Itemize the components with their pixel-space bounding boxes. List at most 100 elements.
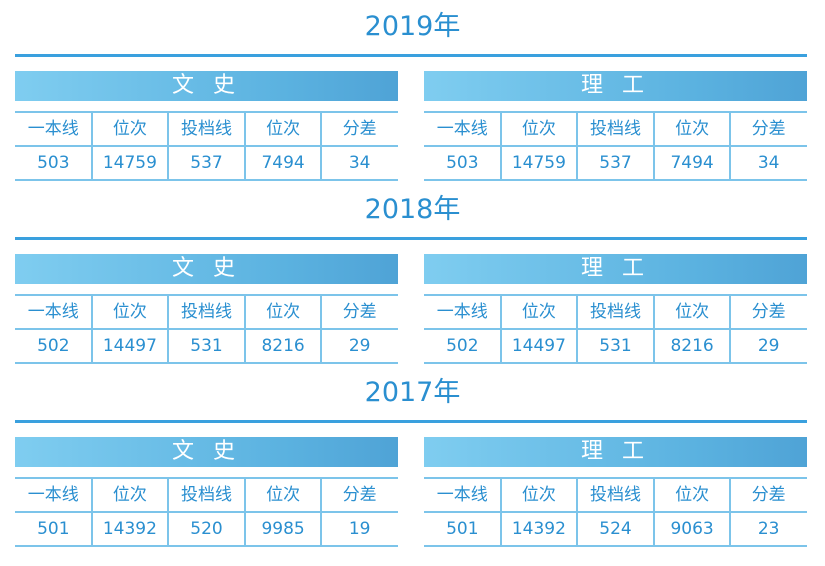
value-cell: 14497 (102, 336, 157, 356)
col-line (90, 295, 93, 363)
value-cell: 501 (37, 519, 70, 539)
column-header: 位次 (521, 485, 556, 505)
column-header: 位次 (521, 302, 556, 322)
column-header: 位次 (112, 119, 147, 139)
col-line (320, 478, 323, 546)
col-line (652, 295, 655, 363)
row-line (424, 294, 807, 296)
row-line (424, 477, 807, 479)
col-line (576, 478, 579, 546)
year-title: 2017年 (364, 377, 461, 408)
row-line (15, 328, 398, 330)
column-header: 分差 (342, 485, 377, 505)
value-cell: 502 (37, 336, 70, 356)
value-cell: 14392 (102, 519, 157, 539)
column-header: 一本线 (436, 119, 488, 139)
column-header: 位次 (675, 302, 710, 322)
row-line (424, 111, 807, 113)
col-line (729, 112, 732, 180)
year-title: 2018年 (364, 194, 461, 225)
col-line (729, 478, 732, 546)
row-line (15, 179, 398, 181)
value-cell: 19 (348, 519, 371, 539)
value-cell: 7494 (261, 153, 305, 173)
column-header: 一本线 (436, 302, 488, 322)
value-cell: 537 (599, 153, 632, 173)
table-title: 理 工 (424, 71, 807, 101)
col-line (167, 295, 170, 363)
value-cell: 23 (757, 519, 780, 539)
value-cell: 8216 (670, 336, 714, 356)
col-line (652, 112, 655, 180)
col-line (499, 478, 502, 546)
year-rule (15, 237, 807, 240)
row-line (424, 362, 807, 364)
table-title: 理 工 (424, 437, 807, 467)
value-cell: 14759 (511, 153, 566, 173)
row-line (15, 511, 398, 513)
table-title: 文 史 (15, 254, 398, 284)
col-line (499, 295, 502, 363)
column-header: 位次 (675, 485, 710, 505)
col-line (167, 478, 170, 546)
column-header: 位次 (112, 302, 147, 322)
value-cell: 34 (757, 153, 780, 173)
value-cell: 29 (757, 336, 780, 356)
col-line (320, 112, 323, 180)
value-cell: 503 (37, 153, 70, 173)
col-line (167, 112, 170, 180)
column-header: 投档线 (589, 485, 641, 505)
value-cell: 503 (446, 153, 479, 173)
value-cell: 34 (348, 153, 371, 173)
row-line (424, 179, 807, 181)
column-header: 分差 (342, 119, 377, 139)
column-header: 投档线 (589, 119, 641, 139)
year-rule (15, 420, 807, 423)
value-cell: 537 (190, 153, 223, 173)
col-line (90, 112, 93, 180)
row-line (424, 328, 807, 330)
value-cell: 29 (348, 336, 371, 356)
value-cell: 502 (446, 336, 479, 356)
col-line (652, 478, 655, 546)
value-cell: 531 (190, 336, 223, 356)
table-title: 文 史 (15, 71, 398, 101)
column-header: 位次 (112, 485, 147, 505)
column-header: 投档线 (180, 485, 232, 505)
col-line (243, 295, 246, 363)
column-header: 投档线 (180, 302, 232, 322)
row-line (424, 145, 807, 147)
column-header: 位次 (266, 119, 301, 139)
col-line (243, 112, 246, 180)
column-header: 分差 (342, 302, 377, 322)
value-cell: 520 (190, 519, 223, 539)
row-line (15, 294, 398, 296)
value-cell: 9985 (261, 519, 305, 539)
column-header: 位次 (266, 485, 301, 505)
column-header: 分差 (751, 302, 786, 322)
col-line (243, 478, 246, 546)
column-header: 一本线 (27, 485, 79, 505)
col-line (576, 295, 579, 363)
row-line (15, 545, 398, 547)
row-line (15, 145, 398, 147)
row-line (15, 362, 398, 364)
row-line (424, 511, 807, 513)
column-header: 分差 (751, 485, 786, 505)
col-line (729, 295, 732, 363)
value-cell: 524 (599, 519, 632, 539)
column-header: 位次 (675, 119, 710, 139)
row-line (15, 111, 398, 113)
col-line (499, 112, 502, 180)
row-line (15, 477, 398, 479)
column-header: 分差 (751, 119, 786, 139)
table-title: 理 工 (424, 254, 807, 284)
value-cell: 9063 (670, 519, 714, 539)
value-cell: 14759 (102, 153, 157, 173)
value-cell: 14497 (511, 336, 566, 356)
value-cell: 501 (446, 519, 479, 539)
row-line (424, 545, 807, 547)
col-line (576, 112, 579, 180)
column-header: 位次 (266, 302, 301, 322)
column-header: 一本线 (27, 302, 79, 322)
